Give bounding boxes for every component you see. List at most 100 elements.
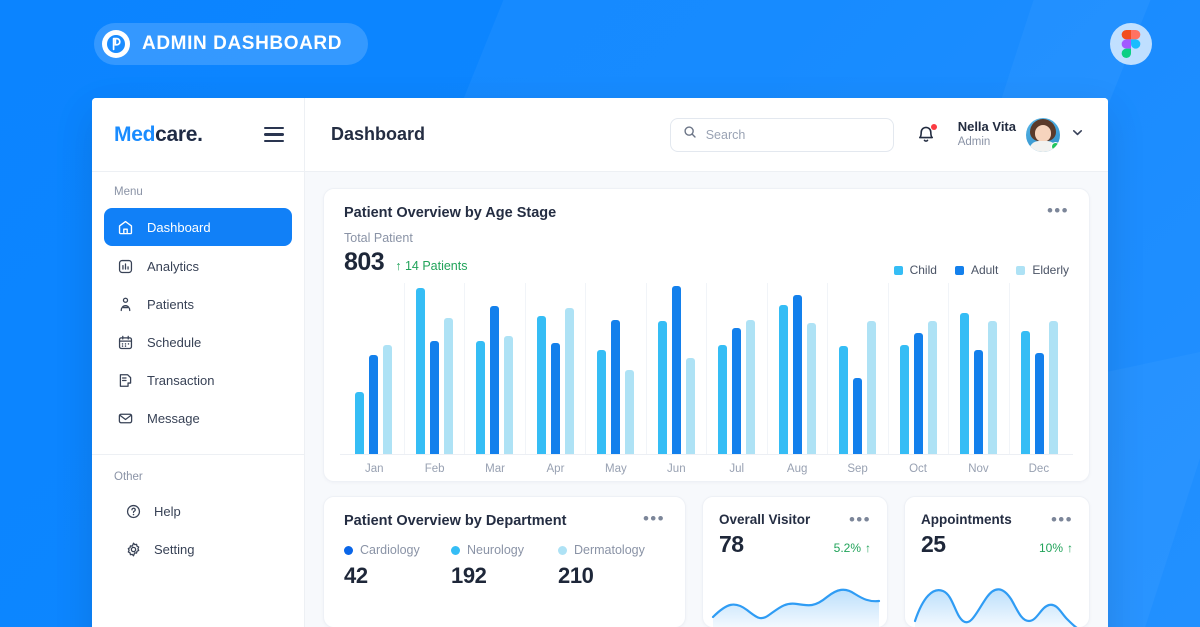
avatar[interactable]: [1026, 117, 1060, 152]
bell-icon[interactable]: [916, 123, 938, 147]
more-horizontal-icon[interactable]: •••: [1046, 201, 1069, 220]
content-area: Patient Overview by Age Stage ••• Total …: [305, 172, 1108, 627]
bar-child[interactable]: [839, 346, 849, 455]
department-value: 42: [344, 563, 368, 588]
bar-child[interactable]: [899, 344, 909, 455]
sidebar-item-label: Patients: [147, 296, 194, 312]
bar-adult[interactable]: [913, 333, 923, 455]
sidebar-item-setting[interactable]: Setting: [104, 531, 292, 567]
document-icon: [116, 371, 134, 389]
legend-swatch: [893, 265, 903, 275]
brand-logo[interactable]: Medcare.: [114, 123, 203, 147]
department-swatch: [558, 545, 567, 555]
brand-header: Medcare.: [92, 98, 304, 172]
bar-child[interactable]: [476, 341, 486, 455]
overall-visitor-card: Overall Visitor ••• 78 5.2% ↑: [702, 496, 888, 627]
bar-adult[interactable]: [550, 343, 560, 455]
sidebar-item-transaction[interactable]: Transaction: [104, 362, 292, 398]
bar-adult[interactable]: [792, 294, 802, 455]
sidebar-item-dashboard[interactable]: Dashboard: [104, 208, 292, 246]
sidebar-item-label: Setting: [154, 541, 195, 557]
bar-child[interactable]: [1020, 331, 1030, 455]
bar-adult[interactable]: [490, 306, 500, 455]
legend-label: Elderly: [1032, 263, 1069, 277]
department-item: Neurology 192: [451, 543, 558, 589]
bar-elderly[interactable]: [625, 369, 635, 455]
month-label: Oct: [909, 463, 927, 475]
bar-elderly[interactable]: [383, 344, 393, 455]
search-input[interactable]: [705, 127, 881, 142]
legend-label: Adult: [970, 263, 999, 277]
sidebar-item-analytics[interactable]: Analytics: [104, 248, 292, 284]
user-meta: Nella Vita Admin: [958, 119, 1016, 150]
bar-adult[interactable]: [1034, 353, 1044, 455]
bar-group-may: [585, 283, 646, 455]
chevron-down-icon[interactable]: [1070, 125, 1086, 145]
page-title: Dashboard: [331, 124, 426, 144]
sidebar-section-menu: Menu Dashboard: [92, 172, 304, 446]
bar-adult[interactable]: [671, 286, 681, 455]
department-name: Cardiology: [360, 543, 420, 557]
sidebar-item-message[interactable]: Message: [104, 400, 292, 436]
department-value: 192: [451, 563, 487, 588]
user-profile[interactable]: Nella Vita Admin: [958, 117, 1086, 152]
search-box[interactable]: [669, 117, 894, 152]
bar-group-oct: [887, 283, 949, 455]
department-item: Dermatology 210: [558, 543, 665, 589]
card-title: Overall Visitor: [719, 512, 811, 527]
bar-elderly[interactable]: [867, 321, 877, 455]
sidebar-item-schedule[interactable]: Schedule: [104, 324, 292, 360]
visitor-delta-value: 5.2%: [833, 541, 861, 555]
bar-elderly[interactable]: [685, 358, 695, 455]
bar-elderly[interactable]: [988, 321, 998, 455]
more-horizontal-icon[interactable]: •••: [1050, 509, 1073, 529]
bar-child[interactable]: [657, 321, 667, 455]
legend-swatch: [1016, 265, 1026, 275]
bar-adult[interactable]: [732, 328, 742, 455]
legend-swatch: [954, 265, 964, 275]
bar-elderly[interactable]: [504, 336, 514, 455]
bar-elderly[interactable]: [806, 323, 816, 455]
bar-child[interactable]: [536, 316, 546, 455]
sidebar-item-patients[interactable]: Patients: [104, 286, 292, 322]
home-icon: [116, 218, 134, 236]
bar-child[interactable]: [355, 391, 365, 455]
bar-elderly[interactable]: [564, 308, 574, 455]
arrow-up-icon: ↑: [1067, 541, 1073, 555]
bar-group-dec: [1008, 283, 1070, 455]
bar-elderly[interactable]: [1048, 321, 1058, 455]
month-label: May: [605, 463, 627, 475]
bar-child[interactable]: [415, 288, 425, 455]
department-item: Cardiology 42: [344, 543, 451, 589]
more-horizontal-icon[interactable]: •••: [848, 509, 871, 529]
card-title: Patient Overview by Department: [344, 513, 567, 529]
sidebar-item-label: Schedule: [147, 334, 202, 350]
bar-adult[interactable]: [853, 378, 863, 455]
bar-child[interactable]: [960, 313, 970, 455]
bar-adult[interactable]: [611, 319, 621, 455]
bar-adult[interactable]: [974, 349, 984, 455]
visitor-card-header: Overall Visitor •••: [703, 497, 887, 529]
bar-adult[interactable]: [369, 354, 379, 455]
more-horizontal-icon[interactable]: •••: [642, 509, 665, 528]
bar-child[interactable]: [597, 349, 607, 455]
department-card: Patient Overview by Department ••• Cardi…: [323, 496, 686, 627]
appointments-card: Appointments ••• 25 10% ↑: [904, 496, 1090, 627]
hamburger-menu-icon[interactable]: [264, 127, 284, 142]
month-label: Aug: [786, 463, 808, 475]
bar-elderly[interactable]: [927, 321, 937, 455]
legend-item-child: Child: [893, 263, 937, 277]
status-badge: [1051, 141, 1060, 151]
age-stage-bar-chart: Jan Feb Mar Apr May Jun Jul Aug Sep Oct Nov Dec: [340, 283, 1073, 481]
bar-group-feb: [403, 283, 465, 455]
bar-adult[interactable]: [429, 341, 439, 455]
chart-x-axis-labels: Jan Feb Mar Apr May Jun Jul Aug Sep Oct Nov Dec: [344, 457, 1069, 481]
bar-elderly[interactable]: [443, 318, 453, 455]
total-patient-label: Total Patient: [344, 231, 413, 245]
bar-child[interactable]: [718, 344, 728, 455]
sidebar-item-help[interactable]: Help: [104, 493, 292, 529]
department-swatch: [344, 545, 353, 555]
month-label: Jan: [364, 463, 384, 475]
bar-elderly[interactable]: [746, 319, 756, 455]
bar-child[interactable]: [778, 304, 788, 455]
